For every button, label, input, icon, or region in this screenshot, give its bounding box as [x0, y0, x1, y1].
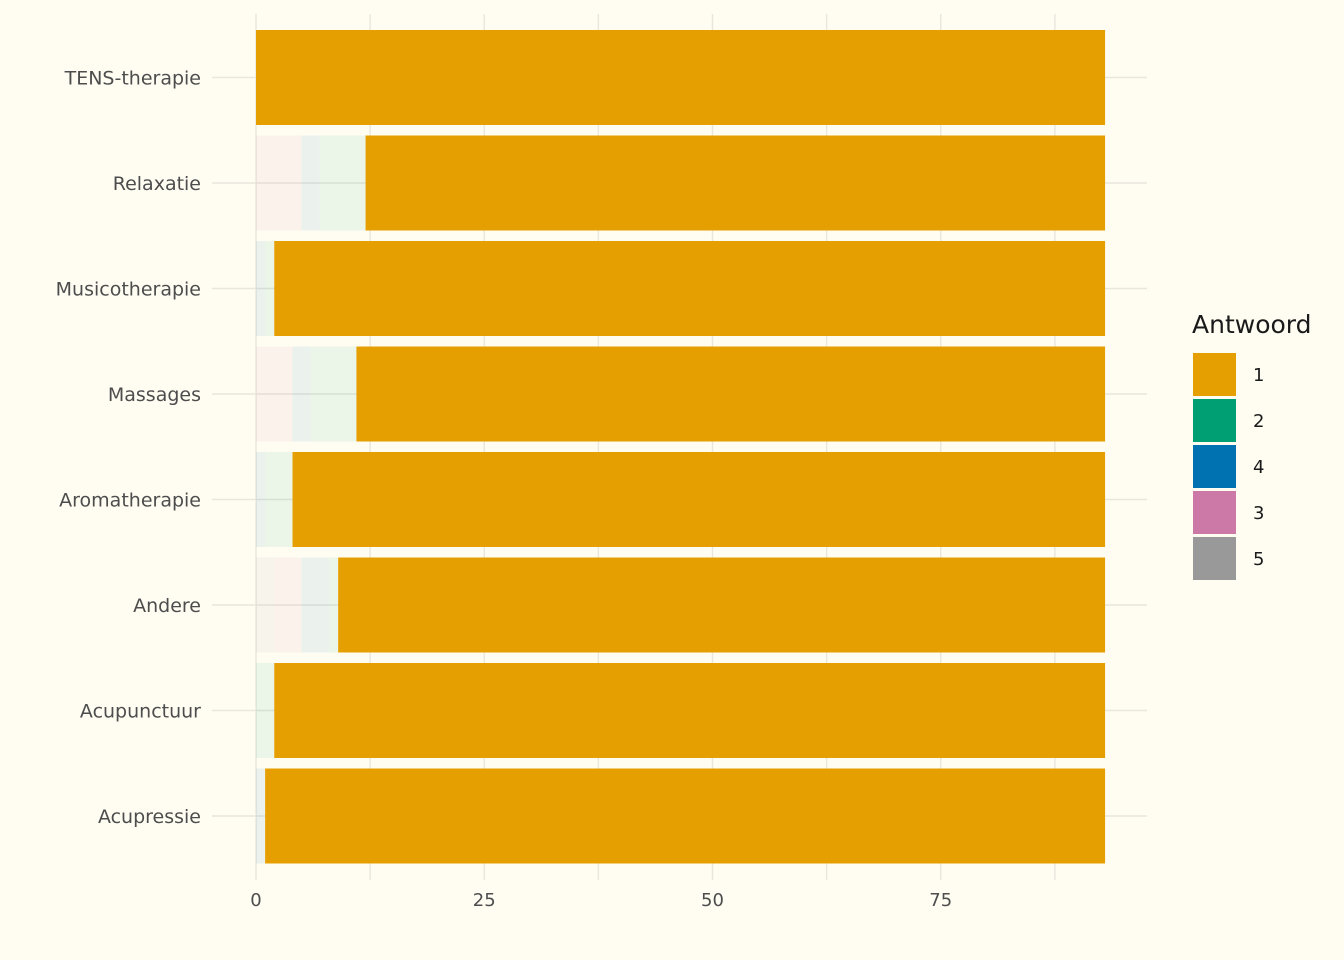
legend: Antwoord 1 2 4 3 5 — [1192, 310, 1312, 580]
legend-label-4: 4 — [1253, 457, 1264, 478]
category-label: Acupressie — [98, 806, 201, 828]
x-tick-label: 75 — [929, 890, 952, 911]
bar-segment-acupunctuur-2 — [256, 663, 275, 758]
legend-swatch-4 — [1193, 445, 1236, 488]
legend-label-5: 5 — [1253, 549, 1264, 570]
x-tick-label: 50 — [701, 890, 724, 911]
category-label: Andere — [133, 595, 201, 617]
x-tick-label: 25 — [473, 890, 496, 911]
bar-segment-aromatherapie-2 — [265, 452, 293, 547]
x-axis-labels: 0 25 50 75 — [250, 890, 952, 911]
bar-segment-andere-4 — [301, 557, 330, 653]
bar-segment-aromatherapie-1 — [292, 452, 1106, 547]
bar-segment-tens-therapie-1 — [256, 30, 1106, 125]
legend-swatch-1 — [1193, 353, 1236, 396]
bar-segment-musicotherapie-2 — [265, 241, 275, 336]
bar-segment-musicotherapie-4 — [256, 241, 266, 336]
bar-segment-aromatherapie-4 — [256, 452, 266, 547]
bar-segment-massages-1 — [356, 346, 1106, 442]
bar-segment-relaxatie-2 — [319, 135, 366, 231]
bar-segment-relaxatie-1 — [365, 135, 1106, 231]
category-label: Acupunctuur — [80, 701, 201, 723]
bar-segment-acupressie-1 — [265, 768, 1106, 864]
category-label: Aromatherapie — [59, 490, 201, 512]
legend-swatch-3 — [1193, 491, 1236, 534]
x-tick-label: 0 — [250, 890, 261, 911]
bar-segment-massages-3 — [256, 346, 293, 442]
bar-segment-relaxatie-3 — [256, 135, 302, 231]
category-label: Relaxatie — [113, 173, 201, 195]
legend-label-1: 1 — [1253, 365, 1264, 386]
bar-segment-musicotherapie-1 — [274, 241, 1106, 336]
bar-segment-acupressie-4 — [256, 768, 266, 864]
bar-segment-andere-3 — [274, 557, 302, 653]
category-label: TENS-therapie — [64, 68, 201, 90]
legend-title: Antwoord — [1192, 310, 1312, 339]
legend-label-3: 3 — [1253, 503, 1264, 524]
bar-segment-relaxatie-4 — [301, 135, 320, 231]
bar-segment-andere-5 — [256, 557, 275, 653]
legend-swatch-2 — [1193, 399, 1236, 442]
bar-segment-massages-4 — [292, 346, 311, 442]
y-axis-labels: TENS-therapie Relaxatie Musicotherapie Mass… — [56, 68, 202, 829]
bar-segment-andere-2 — [329, 557, 339, 653]
bar-segment-massages-2 — [310, 346, 357, 442]
category-label: Musicotherapie — [56, 279, 201, 301]
bar-segment-andere-1 — [338, 557, 1106, 653]
category-label: Massages — [108, 384, 201, 406]
bar-segment-acupunctuur-1 — [274, 663, 1106, 758]
bars — [256, 30, 1106, 864]
legend-label-2: 2 — [1253, 411, 1264, 432]
legend-swatch-5 — [1193, 537, 1236, 580]
